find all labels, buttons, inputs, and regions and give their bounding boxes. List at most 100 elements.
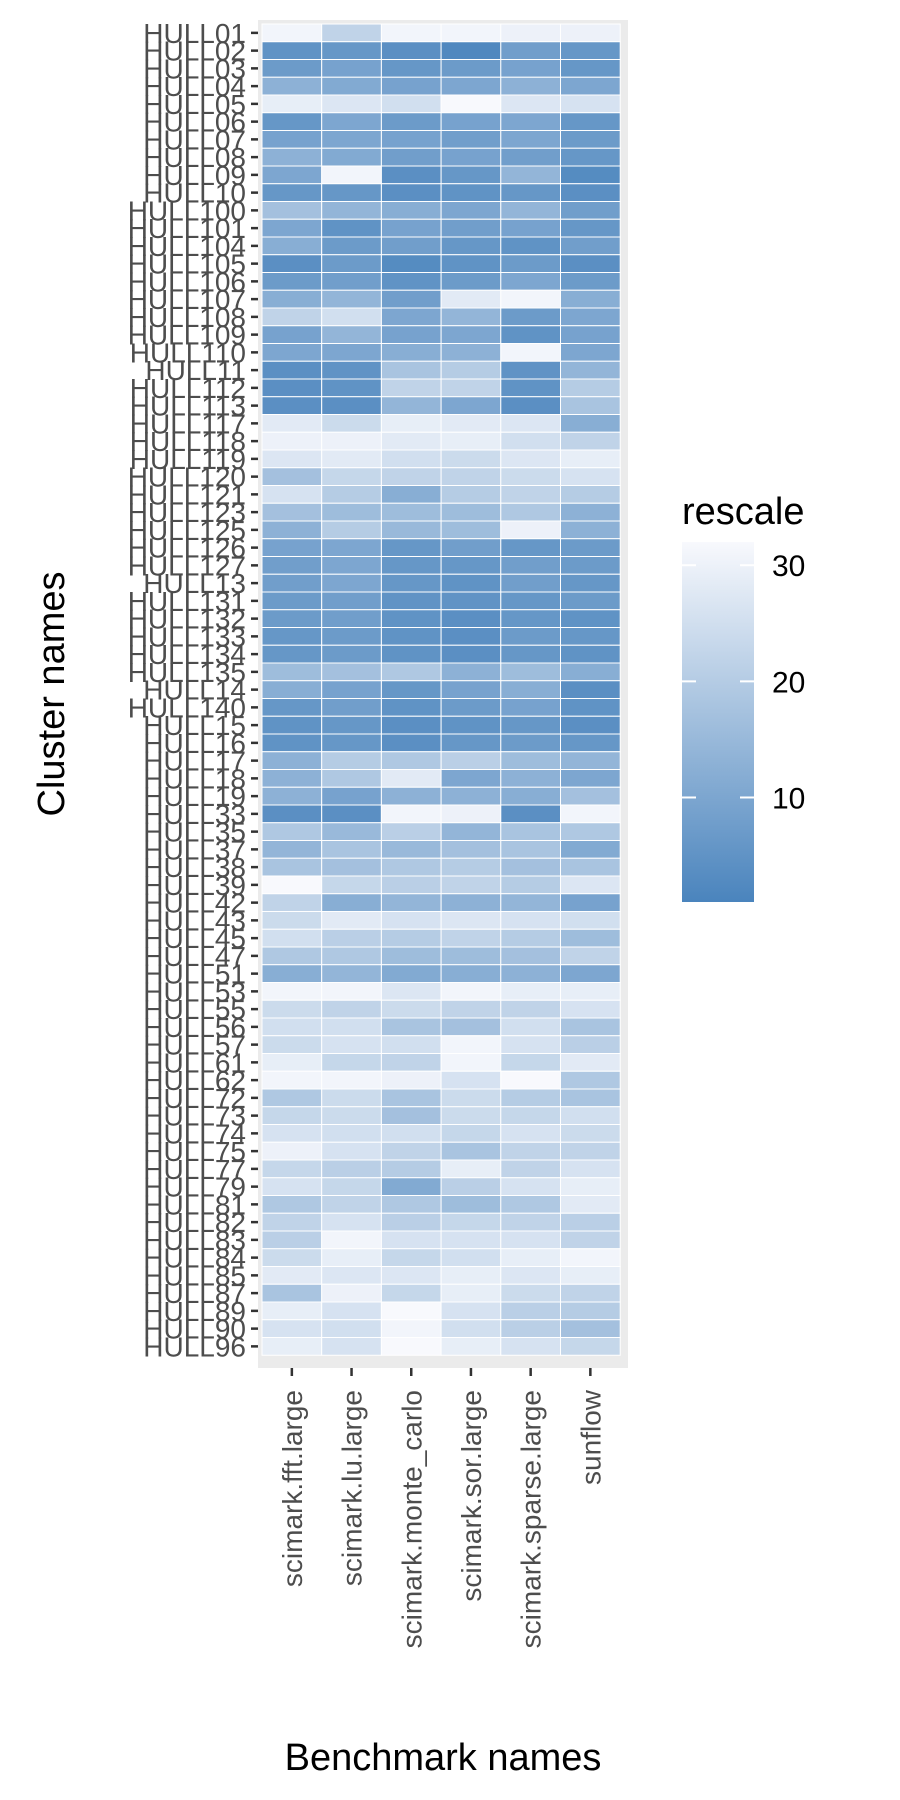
- heatmap-cell: [380, 680, 442, 699]
- heatmap-cell: [440, 911, 502, 930]
- heatmap-cell: [380, 715, 442, 735]
- heatmap-cell: [321, 94, 382, 114]
- heatmap-cell: [321, 130, 382, 149]
- y-tick-label: HULL55: [143, 994, 246, 1025]
- heatmap-cell: [560, 1212, 621, 1232]
- heatmap-cell: [380, 538, 442, 557]
- heatmap-cell: [380, 254, 442, 273]
- heatmap-cell: [321, 307, 382, 327]
- y-tick-label: HULL106: [128, 266, 246, 297]
- heatmap-cell: [560, 698, 621, 717]
- heatmap-cell: [380, 698, 442, 717]
- heatmap-cell: [560, 41, 621, 60]
- heatmap-cell: [560, 1337, 621, 1356]
- y-tick-label: HULL73: [143, 1101, 246, 1132]
- heatmap-cell: [560, 733, 621, 753]
- heatmap-cell: [440, 591, 502, 611]
- y-tick-label: HULL108: [128, 302, 246, 333]
- heatmap-cell: [440, 1106, 502, 1125]
- heatmap-cell: [560, 1195, 621, 1214]
- heatmap-cell: [261, 840, 323, 859]
- heatmap-cell: [321, 538, 382, 557]
- heatmap-cell: [500, 325, 561, 344]
- heatmap-cell: [440, 520, 502, 540]
- heatmap-cell: [380, 1106, 442, 1125]
- heatmap-cell: [380, 76, 442, 96]
- heatmap-cell: [380, 1017, 442, 1037]
- heatmap-cell: [560, 59, 621, 78]
- heatmap-cell: [321, 1035, 382, 1054]
- heatmap-cell: [261, 360, 323, 380]
- heatmap-cell: [440, 201, 502, 220]
- heatmap-cell: [321, 1106, 382, 1125]
- heatmap-cell: [380, 59, 442, 78]
- heatmap-cell: [440, 378, 502, 398]
- y-tick-label: HULL17: [143, 746, 246, 777]
- heatmap-cell: [500, 822, 561, 841]
- heatmap-cell: [440, 538, 502, 557]
- heatmap-cell: [560, 893, 621, 912]
- heatmap-cell: [261, 378, 323, 398]
- heatmap-cell: [380, 1177, 442, 1196]
- heatmap-cell: [440, 1053, 502, 1072]
- heatmap-cell: [261, 999, 323, 1019]
- heatmap-cell: [261, 254, 323, 273]
- heatmap-cell: [500, 609, 561, 628]
- heatmap-cell: [321, 733, 382, 753]
- heatmap-cell: [440, 964, 502, 983]
- heatmap-cell: [321, 1301, 382, 1321]
- heatmap-cell: [261, 130, 323, 149]
- heatmap-cell: [440, 183, 502, 202]
- heatmap-cell: [560, 538, 621, 557]
- heatmap-cell: [380, 165, 442, 185]
- heatmap-cell: [440, 1266, 502, 1285]
- heatmap-cell: [440, 662, 502, 682]
- heatmap-cell: [500, 556, 561, 575]
- heatmap-cell: [380, 307, 442, 327]
- heatmap-cell: [321, 147, 382, 167]
- heatmap-cell: [380, 23, 442, 43]
- y-tick-label: HULL134: [128, 639, 246, 670]
- y-tick-label: HULL06: [143, 107, 246, 138]
- y-tick-label: HULL15: [143, 710, 246, 741]
- heatmap-cell: [440, 733, 502, 753]
- heatmap-cell: [500, 538, 561, 557]
- heatmap-cell: [560, 857, 621, 877]
- heatmap-cell: [500, 893, 561, 912]
- heatmap-cell: [560, 946, 621, 966]
- heatmap-cell: [440, 840, 502, 859]
- heatmap-cell: [440, 1124, 502, 1143]
- y-tick-label: HULL81: [143, 1189, 246, 1220]
- heatmap-cell: [321, 893, 382, 912]
- heatmap-cell: [560, 201, 621, 220]
- heatmap-cell: [500, 1248, 561, 1267]
- y-tick-label: HULL72: [143, 1083, 246, 1114]
- heatmap-cell: [440, 396, 502, 415]
- heatmap-cell: [261, 698, 323, 717]
- legend-tick-label: 10: [772, 782, 805, 815]
- heatmap-cell: [261, 76, 323, 96]
- heatmap-cell: [440, 1159, 502, 1179]
- heatmap-cell: [440, 751, 502, 770]
- x-tick-label: scimark.monte_carlo: [396, 1390, 427, 1648]
- y-tick-label: HULL105: [128, 249, 246, 280]
- x-tick-label: sunflow: [575, 1389, 606, 1485]
- heatmap-cell: [500, 343, 561, 362]
- x-axis-ticks: scimark.fft.large scimark.lu.large scimark…: [277, 1368, 606, 1648]
- heatmap-cell: [261, 467, 323, 486]
- heatmap-cell: [261, 538, 323, 557]
- heatmap-cell: [380, 1124, 442, 1143]
- heatmap-cell: [500, 183, 561, 202]
- heatmap-cell: [321, 165, 382, 185]
- heatmap-cell: [440, 715, 502, 735]
- heatmap-cell: [261, 59, 323, 78]
- heatmap-cell: [500, 751, 561, 770]
- heatmap-cell: [440, 449, 502, 469]
- heatmap-cell: [261, 23, 323, 43]
- heatmap-cell: [321, 325, 382, 344]
- heatmap-cell: [261, 786, 323, 806]
- heatmap-cell: [261, 1017, 323, 1037]
- heatmap-cell: [560, 485, 621, 504]
- heatmap-cell: [500, 1266, 561, 1285]
- heatmap-cell: [321, 840, 382, 859]
